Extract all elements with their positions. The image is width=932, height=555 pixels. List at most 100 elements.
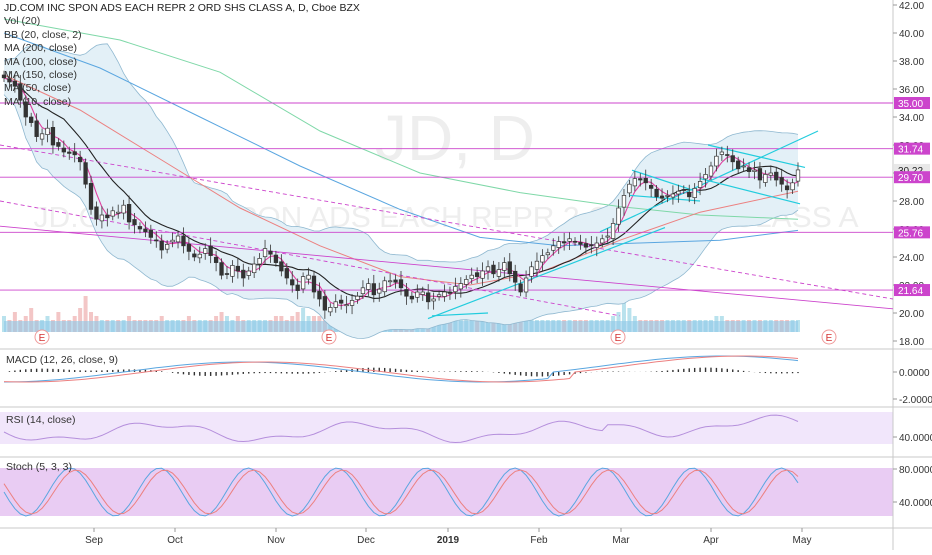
candle-body bbox=[719, 151, 725, 155]
pane-tick-label: 0.0000 bbox=[899, 368, 930, 379]
candle-body bbox=[643, 177, 648, 184]
candle-body bbox=[61, 147, 66, 153]
price-tag-label: 35.00 bbox=[898, 99, 923, 110]
candle-body bbox=[736, 160, 741, 170]
candle-body bbox=[110, 210, 115, 217]
indicator-ma100[interactable]: MA (100, close) bbox=[4, 55, 77, 68]
candle-body bbox=[681, 189, 686, 191]
candle-body bbox=[235, 265, 240, 272]
candle-body bbox=[300, 276, 306, 290]
candle-body bbox=[333, 301, 338, 308]
earnings-marker: E bbox=[821, 329, 837, 345]
candle-body bbox=[605, 235, 610, 238]
candle-body bbox=[649, 184, 654, 189]
pane-tick-label: 40.0000 bbox=[899, 433, 932, 444]
candle-body bbox=[203, 248, 208, 254]
candle-body bbox=[99, 214, 105, 222]
candle-body bbox=[485, 266, 491, 272]
candle-body bbox=[540, 255, 545, 263]
candle-body bbox=[295, 284, 300, 291]
stoch-pane bbox=[3, 467, 799, 517]
candle-body bbox=[627, 183, 632, 194]
candle-body bbox=[317, 290, 322, 300]
candle-body bbox=[83, 162, 88, 185]
indicator-bb[interactable]: BB (20, close, 2) bbox=[4, 28, 82, 41]
candle-body bbox=[567, 238, 572, 242]
candle-body bbox=[480, 270, 485, 279]
candle-body bbox=[730, 155, 735, 163]
candle-body bbox=[708, 165, 714, 177]
candle-body bbox=[72, 151, 77, 156]
price-tag bbox=[894, 97, 930, 109]
price-tick-label: 36.00 bbox=[899, 85, 924, 96]
pane-tick-label: 40.0000 bbox=[899, 498, 932, 509]
time-tick-label: Dec bbox=[357, 535, 375, 546]
price-tick-label: 28.00 bbox=[899, 197, 924, 208]
indicator-ma200[interactable]: MA (200, close) bbox=[4, 42, 77, 55]
candle-body bbox=[23, 101, 28, 118]
candle-body bbox=[697, 181, 703, 188]
candle-body bbox=[213, 256, 219, 263]
earnings-marker-label: E bbox=[39, 333, 46, 344]
candle-body bbox=[741, 165, 746, 168]
candle-body bbox=[241, 269, 246, 279]
candle-body bbox=[665, 195, 670, 197]
candle-body bbox=[230, 265, 235, 277]
time-tick-label: May bbox=[793, 535, 812, 546]
candle-body bbox=[279, 261, 284, 272]
candle-body bbox=[491, 264, 496, 275]
trend-cyan-2 bbox=[431, 312, 489, 317]
earnings-marker: E bbox=[34, 329, 50, 345]
stoch-label[interactable]: Stoch (5, 3, 3) bbox=[6, 461, 72, 473]
candle-body bbox=[371, 283, 376, 296]
candle-body bbox=[219, 262, 224, 276]
candle-body bbox=[507, 261, 512, 275]
candle-body bbox=[56, 142, 61, 147]
candle-body bbox=[387, 280, 393, 283]
volume-bar bbox=[78, 308, 83, 332]
ma150-line bbox=[3, 32, 799, 247]
candle-body bbox=[638, 178, 643, 181]
time-tick-label: 2019 bbox=[437, 535, 460, 546]
price-tag bbox=[894, 142, 930, 155]
trend-cyan-5 bbox=[707, 144, 806, 168]
candle-body bbox=[126, 204, 132, 223]
candle-body bbox=[763, 174, 768, 183]
candle-body bbox=[431, 298, 436, 302]
candle-body bbox=[143, 228, 148, 233]
candle-body bbox=[360, 287, 366, 295]
indicator-ma10[interactable]: MA (10, close) bbox=[4, 95, 72, 108]
indicator-vol[interactable]: Vol (20) bbox=[4, 15, 41, 28]
indicator-ma50[interactable]: MA (50, close) bbox=[4, 82, 72, 95]
candle-body bbox=[94, 206, 99, 220]
candle-body bbox=[382, 280, 387, 293]
candle-body bbox=[137, 226, 143, 230]
candle-body bbox=[355, 295, 360, 300]
candle-body bbox=[447, 291, 453, 294]
bb-fill bbox=[4, 43, 798, 339]
candle-body bbox=[545, 252, 550, 256]
macd-pane bbox=[3, 355, 799, 383]
candle-body bbox=[562, 241, 567, 244]
candle-body bbox=[18, 83, 23, 101]
macd-label[interactable]: MACD (12, 26, close, 9) bbox=[6, 354, 119, 366]
candle-body bbox=[339, 299, 344, 304]
earnings-marker-circle bbox=[610, 329, 626, 345]
pane-tick-label: -2.0000 bbox=[899, 395, 932, 406]
trend-solid bbox=[0, 225, 894, 310]
candle-body bbox=[654, 188, 659, 198]
price-tag bbox=[894, 284, 930, 297]
indicator-ma150[interactable]: MA (150, close) bbox=[4, 69, 77, 82]
candle-body bbox=[252, 263, 257, 274]
legend: JD.COM INC SPON ADS EACH REPR 2 ORD SHS … bbox=[4, 2, 360, 109]
candle-body bbox=[795, 169, 801, 182]
price-tick-label: 42.00 bbox=[899, 1, 924, 12]
candle-body bbox=[7, 78, 12, 83]
volume-bar bbox=[301, 308, 306, 332]
candle-body bbox=[474, 272, 480, 277]
chart-title: JD.COM INC SPON ADS EACH REPR 2 ORD SHS … bbox=[4, 2, 360, 14]
candle-body bbox=[208, 245, 213, 256]
rsi-label[interactable]: RSI (14, close) bbox=[6, 414, 76, 426]
candle-body bbox=[192, 253, 197, 258]
ma100-line bbox=[3, 74, 799, 286]
